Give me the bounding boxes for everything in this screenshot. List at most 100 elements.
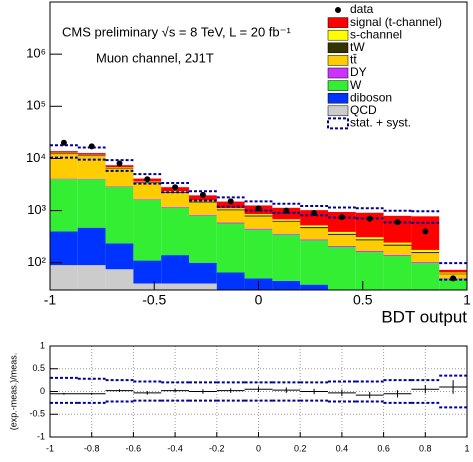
stack-segment [77, 179, 106, 228]
data-point [199, 191, 206, 198]
stack-segment [411, 251, 440, 254]
chart-title: CMS preliminary √s = 8 TeV, L = 20 fb⁻¹ [62, 24, 292, 39]
stack-segment [189, 195, 217, 201]
y-tick-label: 10⁴ [26, 150, 46, 165]
stack-segment [216, 208, 245, 210]
legend-label: s-channel [350, 27, 402, 41]
stack-segment [383, 255, 412, 290]
x-tick-label: 0.5 [353, 292, 373, 308]
stack-segment [105, 269, 134, 290]
legend-swatch [327, 105, 349, 117]
stack-segment [439, 272, 467, 274]
stack-segment [300, 225, 328, 227]
x-tick-label: 1 [463, 292, 471, 308]
stack-segment [383, 254, 412, 256]
y-axis-label: (exp.-meas.)/meas. [8, 353, 18, 431]
main-plot [50, 139, 467, 340]
stack-segment [216, 209, 245, 211]
legend-label: W [350, 78, 362, 92]
stack-segment [327, 235, 356, 246]
stack-segment [384, 331, 412, 340]
stack-segment [50, 151, 78, 153]
stack-segment [244, 216, 273, 229]
stack-segment [77, 156, 106, 179]
stack-segment [77, 153, 106, 155]
data-point [227, 198, 234, 205]
x-tick-label: 0 [255, 292, 263, 308]
stack-segment [105, 167, 134, 169]
x-axis-label: BDT output [381, 307, 467, 326]
stack-segment [161, 283, 190, 290]
legend-label: data [350, 2, 374, 16]
stack-segment [439, 269, 467, 273]
x-tick-label: 0.6 [377, 443, 390, 453]
y-tick-label: 10⁶ [26, 46, 46, 61]
stack-segment [439, 279, 467, 290]
data-point [311, 209, 318, 216]
stack-segment [355, 237, 384, 240]
x-tick-label: 0.4 [336, 443, 349, 453]
stack-segment [133, 260, 162, 284]
x-tick-label: -0.5 [142, 292, 166, 308]
legend-label: QCD [350, 103, 377, 117]
stack-segment [272, 220, 301, 222]
stack-segment [216, 272, 245, 290]
stack-segment [217, 306, 245, 340]
overlay: -1 -0.5 0 0.5 1 10² 10³ 10⁴ 10⁵ 10⁶ BDT output CMS … [8, 1, 471, 453]
stack-segment [133, 283, 162, 290]
legend-swatch [327, 80, 349, 91]
stack-segment [383, 242, 412, 245]
legend-label: signal (t-channel) [350, 15, 442, 29]
stack-segment [272, 280, 301, 290]
stack-segment [50, 231, 78, 266]
stack-segment [50, 152, 78, 154]
stack-segment [411, 249, 440, 252]
legend-swatch [327, 55, 349, 66]
stack-segment [133, 182, 162, 184]
stack-segment [105, 168, 134, 187]
stack-segment [77, 155, 106, 157]
data-point [144, 176, 151, 183]
legend-label: tt̄ [350, 53, 357, 67]
stack-segment [105, 243, 134, 270]
data-point [172, 184, 179, 191]
stack-segment [105, 167, 134, 168]
stack-segment [383, 245, 412, 255]
legend-label: stat. + syst. [350, 116, 411, 130]
stack-segment [50, 154, 78, 179]
stack-segment [77, 227, 106, 266]
stack-segment [327, 247, 356, 290]
stack-segment [189, 262, 217, 284]
x-tick-label: -1 [46, 443, 54, 453]
stack-segment [300, 240, 328, 285]
legend-label: diboson [350, 90, 392, 104]
stack-segment [161, 191, 190, 193]
x-tick-label: -1 [44, 292, 57, 308]
stack-segment [272, 221, 301, 234]
stack-segment [189, 200, 217, 202]
ratio-plot [50, 345, 467, 438]
stack-segment [411, 263, 440, 290]
stack-segment [161, 255, 190, 284]
y-tick-label: 0 [40, 386, 45, 396]
stack-segment [244, 215, 273, 217]
stack-segment [161, 191, 190, 192]
stack-segment [300, 239, 328, 241]
stack-segment [355, 239, 384, 241]
legend-swatch [327, 42, 349, 54]
stack-segment [272, 315, 300, 340]
stack-segment [272, 234, 301, 281]
stack-segment [105, 186, 134, 187]
stack-segment [50, 265, 78, 290]
stack-segment [189, 283, 217, 290]
data-point [422, 228, 429, 235]
data-point [366, 215, 373, 222]
stack-segment [244, 214, 273, 216]
stack-segment [50, 178, 78, 180]
x-tick-label: 0.2 [294, 443, 307, 453]
legend-swatch [327, 17, 349, 28]
stack-segment [355, 250, 384, 253]
stack-segment [300, 284, 328, 290]
